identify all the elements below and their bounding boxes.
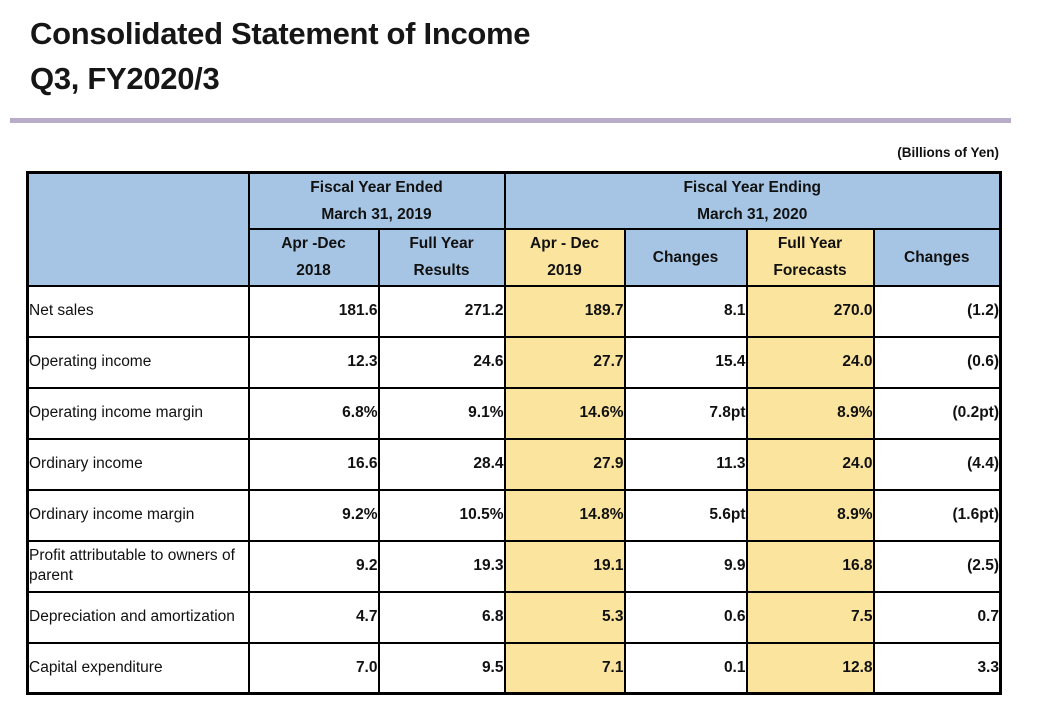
cell-value: 0.1 <box>623 641 748 695</box>
row-label: Depreciation and amortization <box>26 590 250 644</box>
table-body: Net sales 181.6 271.2 189.7 8.1 270.0 (1.2) Ope… <box>26 284 1002 695</box>
column-header-4-line2: Forecasts <box>773 262 847 280</box>
row-label: Capital expenditure <box>26 641 250 695</box>
table-row: Ordinary income margin 9.2% 10.5% 14.8% 5.6p… <box>26 488 1002 542</box>
table-row: Capital expenditure 7.0 9.5 7.1 0.1 12.8 3.3 <box>26 641 1002 695</box>
cell-value: 7.0 <box>247 641 380 695</box>
group-header-fy2019-line1: Fiscal Year Ended <box>310 179 443 196</box>
cell-value: 5.6pt <box>623 488 748 542</box>
page-title-line-2: Q3, FY2020/3 <box>30 60 220 96</box>
cell-value: 12.3 <box>247 335 380 389</box>
column-header-0-line2: 2018 <box>296 262 331 280</box>
row-label: Net sales <box>26 284 250 338</box>
corner-cell <box>26 171 250 287</box>
column-header-1: Full Year Results <box>377 228 506 287</box>
cell-value: 7.5 <box>745 590 875 644</box>
cell-value: 7.8pt <box>623 386 748 440</box>
cell-value: 10.5% <box>377 488 506 542</box>
table-row: Depreciation and amortization 4.7 6.8 5.3 0.… <box>26 590 1002 644</box>
cell-value: 24.0 <box>745 437 875 491</box>
group-header-fy2020-line2: March 31, 2020 <box>697 206 808 224</box>
column-header-5: Changes <box>872 228 1002 287</box>
cell-value: 16.6 <box>247 437 380 491</box>
cell-value: 189.7 <box>503 284 626 338</box>
column-header-0: Apr -Dec 2018 <box>247 228 380 287</box>
cell-value: 5.3 <box>503 590 626 644</box>
group-header-fy2020: Fiscal Year Ending March 31, 2020 <box>503 171 1002 231</box>
cell-value: 6.8 <box>377 590 506 644</box>
cell-value: 24.0 <box>745 335 875 389</box>
cell-value: 15.4 <box>623 335 748 389</box>
column-header-2-line2: 2019 <box>547 262 582 280</box>
cell-value: (1.2) <box>872 284 1002 338</box>
cell-value: (0.2pt) <box>872 386 1002 440</box>
cell-value: 3.3 <box>872 641 1002 695</box>
cell-value: (1.6pt) <box>872 488 1002 542</box>
column-header-1-line1: Full Year <box>409 235 474 253</box>
cell-value: 181.6 <box>247 284 380 338</box>
cell-value: 24.6 <box>377 335 506 389</box>
cell-value: (0.6) <box>872 335 1002 389</box>
cell-value: 16.8 <box>745 539 875 593</box>
income-statement-table: Fiscal Year Ended March 31, 2019 Fiscal … <box>26 171 1002 695</box>
cell-value: 19.3 <box>377 539 506 593</box>
column-header-1-line2: Results <box>413 262 470 280</box>
cell-value: (4.4) <box>872 437 1002 491</box>
column-header-0-line1: Apr -Dec <box>281 235 346 253</box>
row-label: Profit attributable to owners of parent <box>26 539 250 593</box>
cell-value: 27.9 <box>503 437 626 491</box>
cell-value: 11.3 <box>623 437 748 491</box>
cell-value: 8.9% <box>745 488 875 542</box>
cell-value: 19.1 <box>503 539 626 593</box>
table-header: Fiscal Year Ended March 31, 2019 Fiscal … <box>26 171 1002 287</box>
cell-value: 9.2 <box>247 539 380 593</box>
cell-value: 270.0 <box>745 284 875 338</box>
cell-value: 9.2% <box>247 488 380 542</box>
row-label: Ordinary income <box>26 437 250 491</box>
cell-value: 0.6 <box>623 590 748 644</box>
row-label: Operating income margin <box>26 386 250 440</box>
group-header-fy2019-line2: March 31, 2019 <box>321 206 432 224</box>
cell-value: 4.7 <box>247 590 380 644</box>
table-row: Profit attributable to owners of parent 9… <box>26 539 1002 593</box>
page-title: Consolidated Statement of Income Q3, FY2… <box>30 12 531 102</box>
cell-value: 9.1% <box>377 386 506 440</box>
row-label: Ordinary income margin <box>26 488 250 542</box>
units-note: (Billions of Yen) <box>897 145 999 160</box>
table-row: Ordinary income 16.6 28.4 27.9 11.3 24.0 (4.4) <box>26 437 1002 491</box>
column-header-row: Apr -Dec 2018 Full Year Results Apr - Dec 201… <box>28 228 1002 287</box>
cell-value: 14.6% <box>503 386 626 440</box>
cell-value: 8.1 <box>623 284 748 338</box>
row-label: Operating income <box>26 335 250 389</box>
table-row: Operating income margin 6.8% 9.1% 14.6% 7.8p… <box>26 386 1002 440</box>
column-header-3: Changes <box>623 228 748 287</box>
cell-value: 9.9 <box>623 539 748 593</box>
column-header-4-line1: Full Year <box>777 235 843 253</box>
cell-value: 8.9% <box>745 386 875 440</box>
column-header-3-line1: Changes <box>652 248 719 266</box>
column-header-2: Apr - Dec 2019 <box>503 228 626 287</box>
cell-value: 27.7 <box>503 335 626 389</box>
column-header-4: Full Year Forecasts <box>745 228 875 287</box>
cell-value: 6.8% <box>247 386 380 440</box>
cell-value: 28.4 <box>377 437 506 491</box>
cell-value: 12.8 <box>745 641 875 695</box>
group-header-fy2020-line1: Fiscal Year Ending <box>683 179 822 196</box>
table-row: Operating income 12.3 24.6 27.7 15.4 24.0 (0.6… <box>26 335 1002 389</box>
cell-value: 9.5 <box>377 641 506 695</box>
group-header-fy2019: Fiscal Year Ended March 31, 2019 <box>247 171 506 231</box>
group-header-row: Fiscal Year Ended March 31, 2019 Fiscal … <box>26 171 1002 287</box>
cell-value: (2.5) <box>872 539 1002 593</box>
title-divider <box>10 118 1011 123</box>
column-header-2-line1: Apr - Dec <box>530 235 599 253</box>
cell-value: 0.7 <box>872 590 1002 644</box>
column-header-5-line1: Changes <box>904 248 970 266</box>
cell-value: 7.1 <box>503 641 626 695</box>
cell-value: 14.8% <box>503 488 626 542</box>
cell-value: 271.2 <box>377 284 506 338</box>
table-row: Net sales 181.6 271.2 189.7 8.1 270.0 (1.2) <box>26 284 1002 338</box>
page-title-line-1: Consolidated Statement of Income <box>30 16 531 51</box>
